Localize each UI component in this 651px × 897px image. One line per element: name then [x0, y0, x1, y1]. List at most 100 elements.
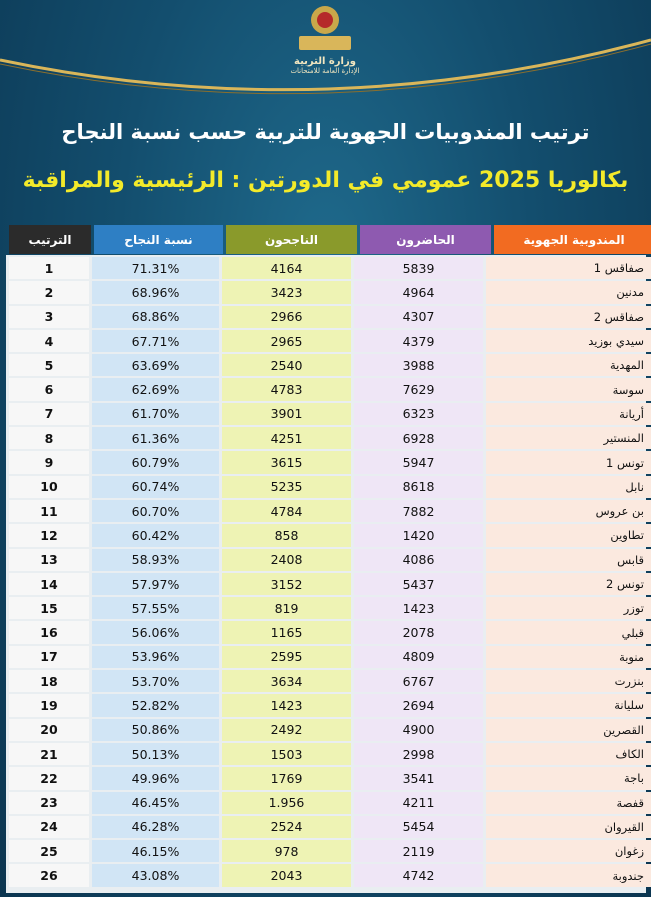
table-cell: 60.74% — [92, 475, 219, 498]
table-cell: 49.96% — [92, 767, 219, 790]
table-cell: 23 — [9, 791, 89, 814]
table-cell: 14 — [9, 572, 89, 596]
table-cell: المهدية — [486, 354, 651, 377]
table-cell: 4251 — [222, 427, 351, 450]
table-row: المنستير 6928 4251 61.36% 8 — [9, 427, 651, 450]
table-row: تونس 2 5437 3152 57.97% 14 — [9, 572, 651, 596]
table-row: القصرين 4900 2492 50.86% 20 — [9, 718, 651, 741]
table-cell: قابس — [486, 548, 651, 571]
table-cell: 24 — [9, 815, 89, 839]
table-cell: 15 — [9, 597, 89, 620]
table-cell: 60.42% — [92, 524, 219, 547]
column-header: الترتيب — [9, 225, 91, 254]
column-header: الناجحون — [226, 225, 357, 254]
table-row: زغوان 2119 978 46.15% 25 — [9, 840, 651, 863]
table-cell: 6767 — [354, 670, 483, 693]
table-cell: باجة — [486, 767, 651, 790]
table-row: المهدية 3988 2540 63.69% 5 — [9, 354, 651, 377]
table-cell: توزر — [486, 597, 651, 620]
table-cell: 3901 — [222, 402, 351, 426]
table-cell: 68.86% — [92, 305, 219, 328]
table-cell: 3634 — [222, 670, 351, 693]
table-cell: زغوان — [486, 840, 651, 863]
table-cell: 46.15% — [92, 840, 219, 863]
table-cell: 58.93% — [92, 548, 219, 571]
table-cell: جندوبة — [486, 864, 651, 887]
table-row: باجة 3541 1769 49.96% 22 — [9, 767, 651, 790]
table-cell: 8618 — [354, 475, 483, 498]
table-cell: 1.956 — [222, 791, 351, 814]
table-row: نابل 8618 5235 60.74% 10 — [9, 475, 651, 498]
table-cell: 7629 — [354, 378, 483, 401]
table-cell: بنزرت — [486, 670, 651, 693]
subtitle: بكالوريا 2025 عمومي في الدورتين : الرئيس… — [22, 168, 629, 193]
table-cell: 50.13% — [92, 742, 219, 766]
table-cell: 2408 — [222, 548, 351, 571]
table-cell: 18 — [9, 670, 89, 693]
table-cell: أريانة — [486, 402, 651, 426]
table-row: بنزرت 6767 3634 53.70% 18 — [9, 670, 651, 693]
table-cell: تونس 1 — [486, 451, 651, 474]
table-row: توزر 1423 819 57.55% 15 — [9, 597, 651, 620]
table-cell: القصرين — [486, 718, 651, 741]
table-cell: 67.71% — [92, 329, 219, 353]
table-cell: 22 — [9, 767, 89, 790]
table-cell: 50.86% — [92, 718, 219, 741]
table-cell: 52.82% — [92, 694, 219, 717]
table-cell: 63.69% — [92, 354, 219, 377]
table-cell: 3423 — [222, 281, 351, 304]
table-cell: بن عروس — [486, 499, 651, 523]
table-cell: 4900 — [354, 718, 483, 741]
table-cell: 20 — [9, 718, 89, 741]
table-row: جندوبة 4742 2043 43.08% 26 — [9, 864, 651, 887]
table-cell: 53.70% — [92, 670, 219, 693]
table-cell: 21 — [9, 742, 89, 766]
table-cell: 17 — [9, 645, 89, 669]
table-cell: 2595 — [222, 645, 351, 669]
table-cell: 5454 — [354, 815, 483, 839]
table-cell: 4742 — [354, 864, 483, 887]
table-cell: 3615 — [222, 451, 351, 474]
table-cell: 1769 — [222, 767, 351, 790]
table-cell: 3988 — [354, 354, 483, 377]
table-row: تونس 1 5947 3615 60.79% 9 — [9, 451, 651, 474]
table-cell: 5 — [9, 354, 89, 377]
table-cell: 2043 — [222, 864, 351, 887]
column-header: نسبة النجاح — [94, 225, 223, 254]
table-cell: نابل — [486, 475, 651, 498]
table-cell: 819 — [222, 597, 351, 620]
table-cell: 61.70% — [92, 402, 219, 426]
table-cell: 57.97% — [92, 572, 219, 596]
table-cell: 5947 — [354, 451, 483, 474]
table-cell: 1503 — [222, 742, 351, 766]
table-cell: 46.45% — [92, 791, 219, 814]
table-cell: 60.70% — [92, 499, 219, 523]
table-row: سليانة 2694 1423 52.82% 19 — [9, 694, 651, 717]
table-cell: 2540 — [222, 354, 351, 377]
table-row: قبلي 2078 1165 56.06% 16 — [9, 621, 651, 644]
table-cell: 2119 — [354, 840, 483, 863]
column-header: الحاضرون — [360, 225, 491, 254]
table-cell: 62.69% — [92, 378, 219, 401]
table-header: المندوبية الجهوية الحاضرون الناجحون نسبة ال… — [6, 225, 651, 254]
table-cell: 2 — [9, 281, 89, 304]
table-cell: 57.55% — [92, 597, 219, 620]
table-cell: 858 — [222, 524, 351, 547]
table-cell: 19 — [9, 694, 89, 717]
table-cell: 4086 — [354, 548, 483, 571]
table-cell: 2524 — [222, 815, 351, 839]
table-cell: 2078 — [354, 621, 483, 644]
table-cell: 11 — [9, 499, 89, 523]
table-cell: قفصة — [486, 791, 651, 814]
table-cell: القيروان — [486, 815, 651, 839]
table-cell: قبلي — [486, 621, 651, 644]
table-cell: 2492 — [222, 718, 351, 741]
table-row: قابس 4086 2408 58.93% 13 — [9, 548, 651, 571]
table-cell: 1423 — [222, 694, 351, 717]
table-cell: تطاوين — [486, 524, 651, 547]
table-cell: 1165 — [222, 621, 351, 644]
table-cell: 978 — [222, 840, 351, 863]
table-cell: 4 — [9, 329, 89, 353]
table-row: قفصة 4211 1.956 46.45% 23 — [9, 791, 651, 814]
table-cell: 56.06% — [92, 621, 219, 644]
